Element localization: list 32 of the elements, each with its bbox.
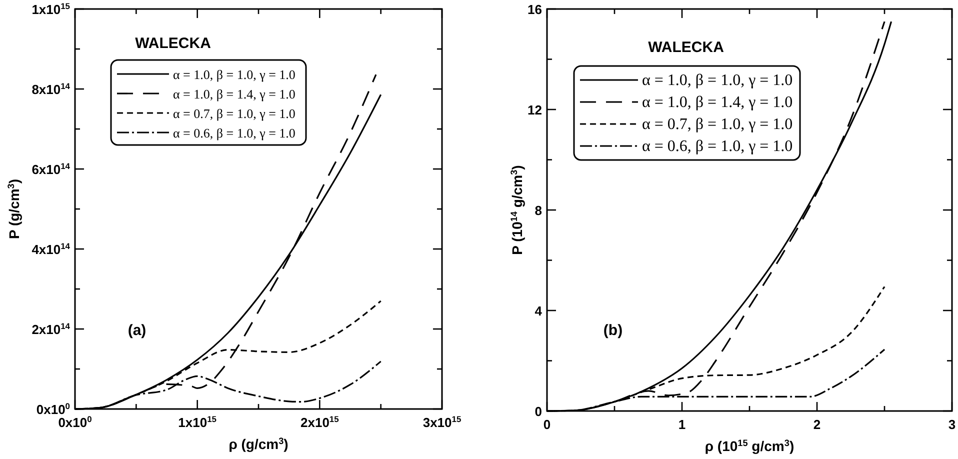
legend-label: α = 0.7, β = 1.0, γ = 1.0 — [173, 106, 296, 121]
legend-label: α = 1.0, β = 1.4, γ = 1.0 — [173, 86, 296, 102]
legend-label: α = 1.0, β = 1.4, γ = 1.0 — [642, 94, 793, 111]
x-axis-title: ρ (g/cm$^{3}$) — [228, 436, 288, 452]
y-tick-label: 12 — [528, 102, 542, 118]
x-axis-title: ρ (10$^{15}$ g/cm$^{3}$) — [704, 438, 794, 454]
annotation: (b) — [603, 322, 623, 339]
y-tick-label: 6x10$^{14}$ — [32, 161, 70, 177]
x-tick-label: 2 — [813, 417, 821, 432]
x-tick-label: 2x10$^{15}$ — [300, 414, 340, 430]
legend-label: α = 0.7, β = 1.0, γ = 1.0 — [642, 116, 793, 133]
y-tick-label: 0x10$^{0}$ — [36, 401, 70, 417]
legend-label: α = 0.6, β = 1.0, γ = 1.0 — [173, 126, 296, 140]
y-tick-label: 4x10$^{14}$ — [32, 241, 70, 257]
x-tick-label: 0x10$^{0}$ — [58, 414, 92, 430]
x-tick-label: 3 — [948, 417, 956, 432]
y-tick-label: 4 — [534, 304, 543, 318]
legend-label: α = 1.0, β = 1.0, γ = 1.0 — [173, 67, 296, 82]
x-tick-label: 3x10$^{15}$ — [422, 414, 462, 430]
x-tick-label: 1x10$^{15}$ — [178, 414, 217, 430]
x-tick-label: 1 — [678, 417, 686, 432]
legend-label: α = 0.6, β = 1.0, γ = 1.0 — [642, 138, 793, 155]
y-tick-label: 8 — [534, 203, 542, 218]
y-tick-label: 16 — [528, 2, 542, 17]
y-tick-label: 2x10$^{14}$ — [32, 321, 70, 337]
y-tick-label: 8x10$^{14}$ — [32, 81, 70, 97]
y-tick-label: 0 — [534, 404, 542, 419]
annotation: WALECKA — [135, 35, 212, 52]
annotation: WALECKA — [648, 39, 724, 56]
legend-label: α = 1.0, β = 1.0, γ = 1.0 — [642, 72, 793, 89]
y-tick-label: 1x10$^{15}$ — [32, 1, 70, 17]
annotation: (a) — [128, 322, 146, 339]
